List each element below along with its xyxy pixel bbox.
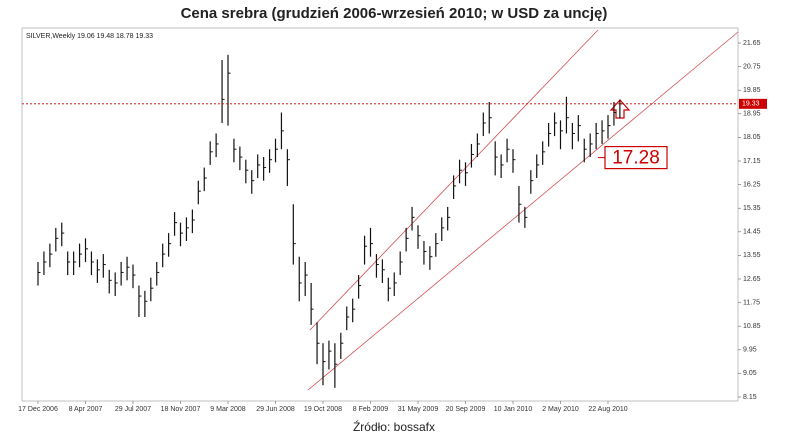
x-tick-label: 8 Apr 2007 [69,406,103,413]
x-tick-label: 22 Aug 2010 [588,406,627,413]
current-price-label: 19.33 [742,101,760,108]
y-tick-label: 14.45 [743,229,761,236]
x-tick-label: 9 Mar 2008 [210,406,246,413]
x-tick-label: 8 Feb 2009 [353,406,389,413]
y-tick-label: 17.15 [743,158,761,165]
y-tick-label: 13.55 [743,252,761,259]
channel-lower [307,31,739,391]
y-tick-label: 10.85 [743,323,761,330]
annotation-box [604,145,668,170]
y-tick-label: 16.25 [743,181,761,188]
x-tick-label: 2 May 2010 [542,406,579,413]
chart-title: Cena srebra (grudzień 2006-wrzesień 2010… [181,5,608,22]
x-tick-label: 20 Sep 2009 [446,406,486,413]
y-tick-label: 20.75 [743,63,761,70]
y-tick-label: 19.85 [743,87,761,94]
x-tick-label: 10 Jan 2010 [494,406,533,413]
y-tick-label: 8.15 [743,394,757,401]
x-tick-label: 29 Jul 2007 [115,406,151,413]
x-tick-label: 18 Nov 2007 [161,406,201,413]
y-tick-label: 9.95 [743,347,757,354]
y-tick-label: 21.65 [743,40,761,47]
source: Źródło: bossafx [353,419,435,434]
up-arrow [609,99,631,119]
y-tick-label: 12.65 [743,276,761,283]
y-tick-label: 15.35 [743,205,761,212]
y-tick-label: 11.75 [743,299,760,306]
chart-header: SILVER,Weekly 19.06 19.48 18.78 19.33 [26,33,153,40]
y-tick-label: 18.05 [743,134,761,141]
x-tick-label: 19 Oct 2008 [304,406,342,413]
y-tick-label: 18.95 [743,111,761,118]
x-tick-label: 29 Jun 2008 [256,406,295,413]
y-tick-label: 9.05 [743,370,757,377]
current-price-box [739,98,767,109]
x-tick-label: 31 May 2009 [398,406,439,413]
annotation-label: 17.28 [612,148,660,169]
x-tick-label: 17 Dec 2006 [18,406,58,413]
plot-frame [21,27,739,402]
